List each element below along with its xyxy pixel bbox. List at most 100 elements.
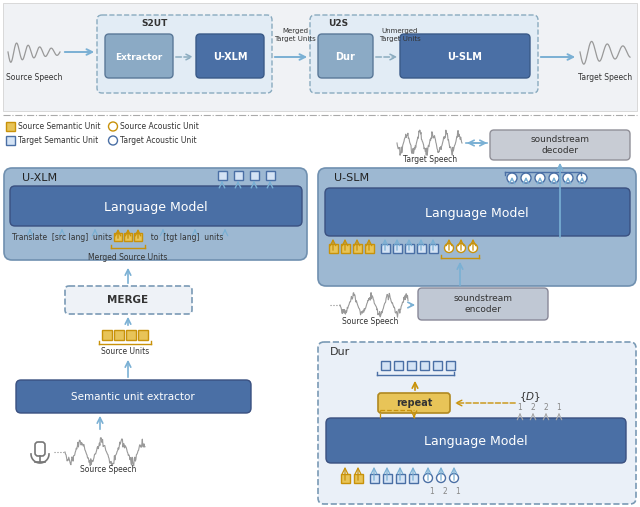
Bar (353, 474, 362, 483)
FancyBboxPatch shape (97, 15, 272, 93)
Text: Unmerged
Target Units: Unmerged Target Units (379, 28, 421, 42)
FancyBboxPatch shape (196, 34, 264, 78)
Circle shape (535, 173, 545, 183)
Text: U-SLM: U-SLM (447, 52, 483, 62)
Bar (6, 136, 15, 145)
Bar (429, 243, 438, 252)
FancyBboxPatch shape (105, 34, 173, 78)
Bar (396, 474, 404, 483)
Circle shape (468, 243, 477, 252)
Text: Target Speech: Target Speech (578, 73, 632, 82)
FancyBboxPatch shape (318, 34, 373, 78)
Text: Source Speech: Source Speech (342, 317, 398, 327)
Bar (392, 243, 401, 252)
Text: 2: 2 (531, 403, 536, 412)
FancyBboxPatch shape (4, 168, 307, 260)
Bar (445, 360, 454, 370)
Text: Language Model: Language Model (104, 200, 208, 213)
Text: Source Speech: Source Speech (80, 465, 136, 475)
Bar (340, 474, 349, 483)
FancyBboxPatch shape (325, 188, 630, 236)
Bar (383, 474, 392, 483)
Circle shape (563, 173, 573, 183)
FancyBboxPatch shape (378, 393, 450, 413)
Text: Dur: Dur (335, 52, 355, 62)
Bar (406, 360, 415, 370)
Circle shape (521, 173, 531, 183)
Bar (417, 243, 426, 252)
Text: Target Speech: Target Speech (403, 156, 457, 164)
Text: Source Speech: Source Speech (6, 73, 62, 82)
FancyBboxPatch shape (10, 186, 302, 226)
Text: Dur: Dur (330, 347, 350, 357)
Text: 2: 2 (443, 488, 447, 496)
Circle shape (549, 173, 559, 183)
Circle shape (577, 173, 587, 183)
FancyBboxPatch shape (418, 288, 548, 320)
Text: U2S: U2S (328, 19, 348, 28)
Bar (408, 474, 417, 483)
Bar (353, 243, 362, 252)
FancyBboxPatch shape (65, 286, 192, 314)
Bar (114, 330, 124, 340)
Text: MERGE: MERGE (108, 295, 148, 305)
Text: 1: 1 (518, 403, 522, 412)
Bar (234, 170, 243, 179)
Text: Extractor: Extractor (115, 53, 163, 61)
Bar (369, 474, 378, 483)
Circle shape (109, 136, 118, 145)
Bar (250, 170, 259, 179)
Bar (102, 330, 112, 340)
Circle shape (109, 122, 118, 131)
Circle shape (449, 474, 458, 483)
Text: Merged Source Units: Merged Source Units (88, 252, 168, 262)
Text: Target Semantic Unit: Target Semantic Unit (18, 136, 99, 145)
Bar (124, 233, 132, 241)
Text: soundstream
encoder: soundstream encoder (454, 294, 513, 314)
Text: S2UT: S2UT (142, 19, 168, 28)
Text: 2: 2 (543, 403, 548, 412)
FancyBboxPatch shape (318, 342, 636, 504)
Bar (394, 360, 403, 370)
Circle shape (436, 474, 445, 483)
FancyBboxPatch shape (310, 15, 538, 93)
Bar (218, 170, 227, 179)
Text: Language Model: Language Model (424, 434, 528, 448)
Circle shape (424, 474, 433, 483)
Text: $\{D\}$: $\{D\}$ (519, 390, 541, 404)
Bar (3, 3, 637, 111)
Bar (6, 122, 15, 131)
Bar (419, 360, 429, 370)
Bar (114, 233, 122, 241)
Text: Source Acoustic Unit: Source Acoustic Unit (120, 122, 199, 131)
Bar (404, 243, 413, 252)
FancyBboxPatch shape (326, 418, 626, 463)
Bar (126, 330, 136, 340)
FancyBboxPatch shape (318, 168, 636, 286)
FancyBboxPatch shape (16, 380, 251, 413)
Text: Source Semantic Unit: Source Semantic Unit (18, 122, 100, 131)
Bar (381, 243, 390, 252)
Bar (365, 243, 374, 252)
Circle shape (507, 173, 517, 183)
Bar (138, 330, 148, 340)
Bar (266, 170, 275, 179)
FancyBboxPatch shape (490, 130, 630, 160)
Text: 1: 1 (557, 403, 561, 412)
Bar (328, 243, 337, 252)
Text: Translate  [src lang]  units: Translate [src lang] units (12, 233, 112, 241)
Text: 1: 1 (429, 488, 435, 496)
Text: U-SLM: U-SLM (334, 173, 369, 183)
Text: U-XLM: U-XLM (22, 173, 57, 183)
Text: Target Acoustic Unit: Target Acoustic Unit (120, 136, 196, 145)
Text: Source Units: Source Units (101, 347, 149, 356)
Bar (340, 243, 349, 252)
Bar (381, 360, 390, 370)
Text: Language Model: Language Model (425, 206, 529, 220)
Circle shape (445, 243, 454, 252)
Text: repeat: repeat (396, 398, 432, 408)
FancyBboxPatch shape (400, 34, 530, 78)
Text: 1: 1 (456, 488, 460, 496)
Text: soundstream
decoder: soundstream decoder (531, 135, 589, 155)
Bar (134, 233, 142, 241)
